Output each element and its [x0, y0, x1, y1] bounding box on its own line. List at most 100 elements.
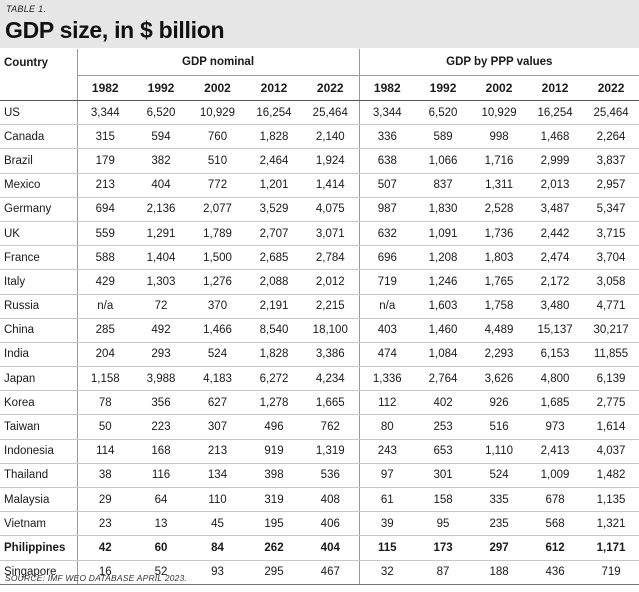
ppp-value-cell: 2,413 [527, 439, 584, 464]
table-row: Brazil 179 382 510 2,464 1,924 638 1,066 1,716 2,… [0, 148, 639, 174]
ppp-value-cell: 632 [359, 221, 416, 247]
nominal-value-cell: 404 [302, 535, 360, 561]
ppp-value-cell: 3,715 [583, 221, 639, 247]
nominal-value-cell: 2,707 [246, 221, 302, 247]
nominal-value-cell: 3,071 [302, 221, 360, 247]
nominal-value-cell: n/a [77, 294, 133, 319]
ppp-value-cell: 696 [359, 245, 416, 271]
ppp-value-cell: 3,344 [359, 100, 416, 126]
nominal-value-cell: 23 [77, 511, 133, 537]
ppp-value-cell: 926 [471, 390, 528, 416]
nominal-value-cell: 404 [133, 173, 189, 198]
ppp-value-cell: 39 [359, 511, 416, 537]
ppp-value-cell: 335 [471, 487, 528, 513]
ppp-value-cell: 516 [471, 414, 528, 440]
ppp-value-cell: 173 [415, 535, 472, 561]
nominal-value-cell: 195 [246, 511, 302, 537]
ppp-value-cell: 6,139 [583, 366, 639, 392]
country-cell: Italy [0, 269, 78, 295]
ppp-value-cell: 15,137 [527, 318, 584, 343]
ppp-value-cell: 678 [527, 487, 584, 513]
nominal-value-cell: 1,291 [133, 221, 189, 247]
nominal-value-cell: 627 [189, 390, 246, 416]
nominal-value-cell: 213 [77, 173, 133, 198]
year-header-ppp-2012: 2012 [527, 75, 584, 101]
nominal-value-cell: 10,929 [189, 100, 246, 126]
year-header-ppp-1982: 1982 [359, 75, 416, 101]
nominal-value-cell: 1,303 [133, 269, 189, 295]
ppp-value-cell: 1,009 [527, 463, 584, 489]
nominal-value-cell: 6,272 [246, 366, 302, 392]
ppp-value-cell: 436 [527, 560, 584, 585]
ppp-value-cell: 1,171 [583, 535, 639, 561]
ppp-value-cell: 243 [359, 439, 416, 464]
year-header-nominal-2012: 2012 [246, 75, 302, 101]
ppp-value-cell: 1,614 [583, 414, 639, 440]
ppp-value-cell: 97 [359, 463, 416, 489]
nominal-value-cell: 262 [246, 535, 302, 561]
nominal-value-cell: 319 [246, 487, 302, 513]
ppp-value-cell: 4,037 [583, 439, 639, 464]
ppp-value-cell: 568 [527, 511, 584, 537]
ppp-value-cell: 115 [359, 535, 416, 561]
nominal-value-cell: 1,404 [133, 245, 189, 271]
country-cell: UK [0, 221, 78, 247]
nominal-value-cell: 3,386 [302, 342, 360, 368]
ppp-value-cell: 2,474 [527, 245, 584, 271]
ppp-value-cell: 1,135 [583, 487, 639, 513]
ppp-value-cell: 61 [359, 487, 416, 513]
nominal-value-cell: 3,988 [133, 366, 189, 392]
ppp-value-cell: 4,489 [471, 318, 528, 343]
year-header-ppp-1992: 1992 [415, 75, 472, 101]
ppp-value-cell: 253 [415, 414, 472, 440]
nominal-value-cell: 1,828 [246, 124, 302, 150]
year-header-nominal-1982: 1982 [77, 75, 133, 101]
nominal-value-cell: 38 [77, 463, 133, 489]
nominal-value-cell: 114 [77, 439, 133, 464]
nominal-value-cell: 72 [133, 294, 189, 319]
ppp-value-cell: 653 [415, 439, 472, 464]
ppp-value-cell: 32 [359, 560, 416, 585]
nominal-value-cell: 93 [189, 560, 246, 585]
page-title: GDP size, in $ billion [5, 17, 225, 43]
nominal-value-cell: 84 [189, 535, 246, 561]
nominal-value-cell: 1,466 [189, 318, 246, 343]
table-row: Singapore 16 52 93 295 467 32 87 188 436 719 [0, 560, 639, 585]
ppp-value-cell: 524 [471, 463, 528, 489]
ppp-value-cell: 1,468 [527, 124, 584, 150]
nominal-value-cell: 762 [302, 414, 360, 440]
nominal-value-cell: 2,140 [302, 124, 360, 150]
nominal-value-cell: 295 [246, 560, 302, 585]
nominal-value-cell: 536 [302, 463, 360, 489]
ppp-value-cell: 3,480 [527, 294, 584, 319]
table-body: US 3,344 6,520 10,929 16,254 25,464 3,344 6,520… [0, 100, 639, 585]
nominal-value-cell: 1,319 [302, 439, 360, 464]
ppp-value-cell: 87 [415, 560, 472, 585]
country-cell: France [0, 245, 78, 271]
ppp-value-cell: 1,321 [583, 511, 639, 537]
ppp-value-cell: 719 [583, 560, 639, 585]
table-label: TABLE 1. [6, 4, 47, 14]
nominal-value-cell: 8,540 [246, 318, 302, 343]
nominal-value-cell: 492 [133, 318, 189, 343]
ppp-value-cell: 3,626 [471, 366, 528, 392]
ppp-value-cell: 30,217 [583, 318, 639, 343]
source-note: SOURCE: IMF WEO DATABASE APRIL 2023. [5, 573, 187, 583]
table-row: Taiwan 50 223 307 496 762 80 253 516 973 1,614 [0, 414, 639, 440]
ppp-value-cell: 1,246 [415, 269, 472, 295]
nominal-value-cell: 524 [189, 342, 246, 368]
ppp-value-cell: 3,837 [583, 148, 639, 174]
nominal-value-cell: 4,234 [302, 366, 360, 392]
ppp-group-header: GDP by PPP values [359, 49, 639, 76]
table-header-band: TABLE 1. GDP size, in $ billion [0, 0, 639, 48]
ppp-value-cell: 1,460 [415, 318, 472, 343]
nominal-value-cell: 1,158 [77, 366, 133, 392]
country-cell: Brazil [0, 148, 78, 174]
ppp-value-cell: 2,528 [471, 197, 528, 222]
ppp-value-cell: 4,800 [527, 366, 584, 392]
nominal-value-cell: 2,685 [246, 245, 302, 271]
nominal-value-cell: 467 [302, 560, 360, 585]
ppp-value-cell: 80 [359, 414, 416, 440]
nominal-value-cell: 18,100 [302, 318, 360, 343]
